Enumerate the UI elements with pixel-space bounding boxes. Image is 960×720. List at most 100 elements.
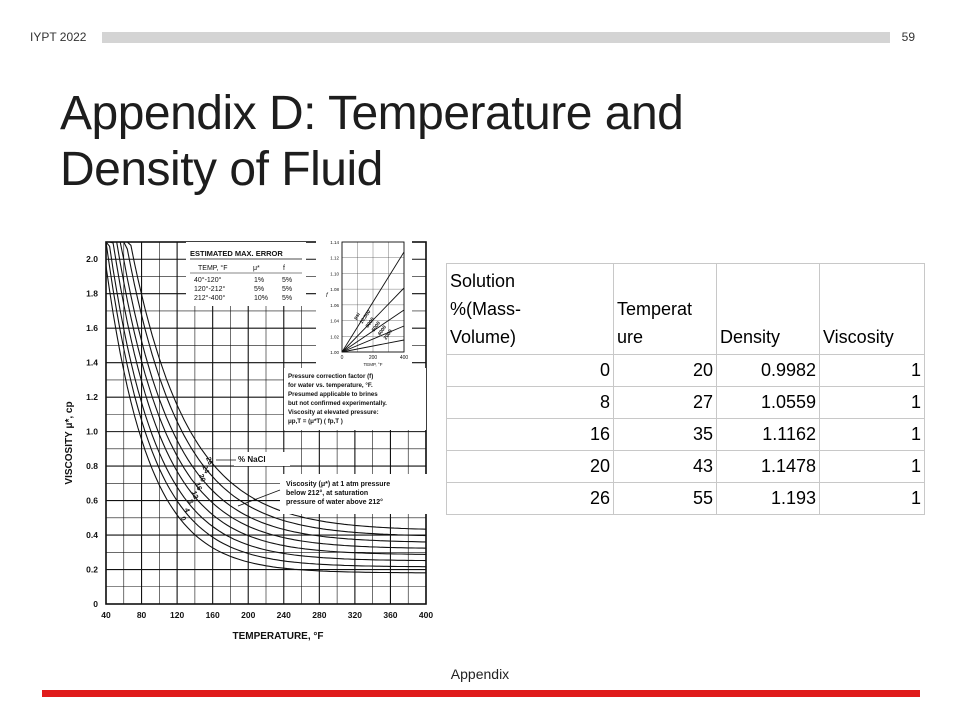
table-cell: 43 [613,450,717,483]
nacl-curve-label: 16 [193,482,202,492]
viscosity-curve [105,241,427,562]
table-row: 8 27 1.0559 1 [446,386,925,419]
inset-y-label: f [326,293,329,299]
table-header-cell: Temperat ure [613,263,717,355]
viscosity-note-pointer [237,489,281,507]
inset-pressure-line [341,325,405,353]
inset-y-tick: 1.00 [330,350,339,355]
error-row-f: 5% [282,277,292,284]
x-tick-label: 360 [383,610,397,620]
solution-data-table: Solution %(Mass- Volume) Temperat ure Density… [446,263,925,515]
error-row-mu: 5% [254,286,264,293]
table-cell: 20 [613,354,717,387]
x-tick-label: 160 [206,610,220,620]
error-table-title: ESTIMATED MAX. ERROR [190,249,283,258]
nacl-label-bg [234,452,290,466]
inset-y-tick: 1.08 [330,287,339,292]
y-tick-label: 1.2 [86,392,98,402]
error-row-temp: 40°-120° [194,276,222,284]
viscosity-curve [106,241,427,530]
pressure-note-box [284,368,426,430]
table-cell: 1 [819,386,925,419]
x-tick-label: 200 [241,610,255,620]
y-tick-label: 0.8 [86,461,98,471]
nacl-curve-label: 20 [197,473,206,483]
nacl-curve-label: 4 [183,507,191,513]
table-cell: 26 [446,482,614,515]
x-tick-label: 120 [170,610,184,620]
pressure-note-line: Viscosity at elevated pressure: [288,409,379,416]
table-cell: 1 [819,482,925,515]
viscosity-curve [105,266,426,574]
table-header-row: Solution %(Mass- Volume) Temperat ure Density… [446,263,925,355]
inset-pressure-line [341,251,405,353]
error-table-rows: 40°-120° 1% 5% 120°-212° 5% 5% 212°-400° 10% 5% [194,276,292,302]
error-row-temp: 212°-400° [194,294,225,302]
table-row: 20 43 1.1478 1 [446,450,925,483]
viscosity-curve [105,241,426,568]
inset-curve-label: psi [353,311,362,321]
y-tick-labels: 0 0.2 0.4 0.6 0.8 1.0 1.2 1.4 1.6 1.8 2.0 [86,254,98,609]
viscosity-curve [106,241,427,549]
inset-curve-label: 4000 [377,324,388,337]
viscosity-note-line: below 212°, at saturation [286,489,368,497]
error-row-mu: 10% [254,295,268,302]
nacl-curve-label: 12 [190,490,199,500]
x-tick-label: 400 [419,610,433,620]
inset-y-tick: 1.12 [330,256,339,261]
viscosity-curves [105,241,427,574]
y-tick-label: 1.4 [86,358,98,368]
nacl-curve-label: 8 [186,499,194,505]
x-tick-label: 80 [137,610,147,620]
x-tick-labels: 40 80 120 160 200 240 280 320 360 400 [101,610,433,620]
header-bar [102,32,890,43]
x-tick-label: 280 [312,610,326,620]
table-cell: 0.9982 [716,354,820,387]
error-row-mu: 1% [254,277,264,284]
table-cell: 1 [819,418,925,451]
error-row-f: 5% [282,295,292,302]
table-cell: 1 [819,354,925,387]
inset-y-tick: 1.10 [330,271,339,276]
inset-panel [316,236,412,382]
viscosity-curve [106,241,426,543]
inset-x-tick: 0 [341,355,344,361]
inset-chart: 1.00 1.02 1.04 1.06 1.08 1.10 1.12 1.14 0 200 400 T… [326,240,408,367]
conference-label: IYPT 2022 [30,30,87,44]
inset-y-tick: 1.14 [330,240,339,245]
table-cell: 27 [613,386,717,419]
y-tick-label: 0.6 [86,496,98,506]
x-tick-label: 40 [101,610,111,620]
error-table-header-temp: TEMP, °F [198,264,228,272]
viscosity-chart-figure: 00.20.40.60.81.01.21.41.61.82.0 40 80 120 1… [58,228,438,648]
pressure-note-line: but not confirmed experimentally. [288,400,387,407]
table-cell: 1.1478 [716,450,820,483]
viscosity-note-box [280,474,430,514]
y-tick-label: 1.0 [86,427,98,437]
inset-pressure-line [341,309,405,353]
inset-curve-label: 2000 [383,328,394,341]
table-header-cell: Solution %(Mass- Volume) [446,263,614,355]
table-cell: 0 [446,354,614,387]
slide-title: Appendix D: Temperature and Density of F… [60,87,684,196]
error-table-header-mu: μ* [253,265,260,272]
nacl-curve-label: 24 [201,465,210,475]
error-row-f: 5% [282,286,292,293]
inset-frame [341,241,405,353]
viscosity-note-line: pressure of water above 212° [286,498,383,506]
pressure-notes: Pressure correction factor (f) for water … [288,373,387,425]
table-cell: 1 [819,450,925,483]
table-cell: 35 [613,418,717,451]
y-tick-label: 1.8 [86,289,98,299]
inset-x-tick: 200 [369,355,378,361]
inset-curve-label: 8000 [365,316,376,329]
inset-pressure-line [341,287,405,353]
error-row-temp: 120°-212° [194,285,225,293]
x-tick-label: 320 [348,610,362,620]
nacl-label: % NaCl [238,455,266,464]
viscosity-curve [106,241,427,537]
nacl-curve-label: 26 [204,456,213,466]
pressure-note-line: for water vs. temperature, °F. [288,382,373,389]
